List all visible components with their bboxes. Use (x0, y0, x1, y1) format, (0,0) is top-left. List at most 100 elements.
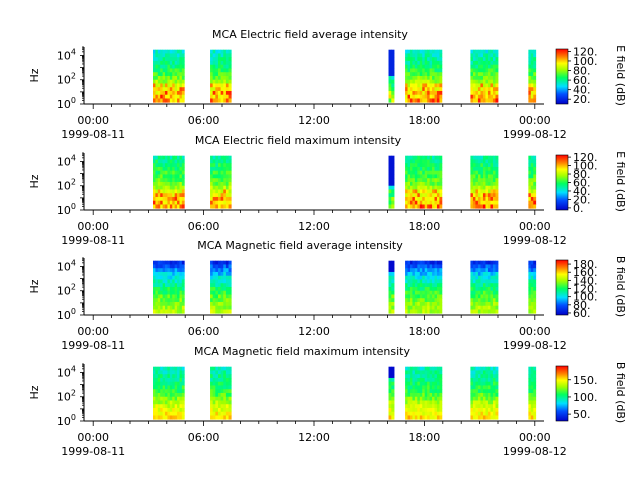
colorbar-tick-label: 120. (573, 45, 598, 58)
x-tick-label: 18:00 (409, 220, 441, 233)
colorbar-tick-label: 60. (573, 177, 591, 190)
colorbar-tick-label: 100. (573, 291, 598, 304)
spectrogram-segment (388, 260, 395, 314)
colorbar-label: B field (dB) (614, 256, 627, 317)
x-tick-label: 00:00 (519, 325, 551, 338)
colorbar-gradient (555, 365, 569, 422)
colorbar-tick-label: 0. (573, 202, 584, 215)
chart-panel-1: MCA Electric field average intensity 100 1… (28, 28, 627, 141)
chart-title: MCA Electric field average intensity (212, 28, 408, 41)
colorbar-tick-label: 20. (573, 93, 591, 106)
y-tick-label: 100 (57, 96, 76, 111)
x-tick-label: 18:00 (409, 114, 441, 127)
colorbar-tick-label: 150. (573, 374, 598, 387)
spectrogram-segment (405, 260, 443, 314)
colorbar: 20.40.60.80.100.120. E field (dB) (555, 45, 627, 106)
x-date-label: 1999-08-11 (61, 234, 125, 247)
colorbar-tick-label: 120. (573, 283, 598, 296)
spectrogram-segment (153, 260, 185, 314)
spectrogram-segment (528, 260, 537, 314)
y-tick-label: 102 (57, 72, 76, 87)
spectrogram-segment (388, 366, 395, 420)
spectrogram-segment (405, 155, 443, 209)
chart-panel-4: MCA Magnetic field maximum intensity 100 1… (28, 345, 627, 458)
spectrogram-segment (470, 49, 499, 103)
x-tick-label: 06:00 (188, 220, 220, 233)
spectrogram-segment (388, 155, 395, 209)
colorbar-tick-label: 160. (573, 266, 598, 279)
x-tick-label: 12:00 (298, 114, 330, 127)
colorbar-tick-label: 20. (573, 193, 591, 206)
y-tick-label: 100 (57, 413, 76, 428)
colorbar-tick-label: 40. (573, 185, 591, 198)
colorbar-tick-label: 60. (573, 307, 591, 320)
y-axis-label: Hz (28, 174, 41, 188)
y-tick-label: 102 (57, 389, 76, 404)
chart-title: MCA Electric field maximum intensity (195, 134, 402, 147)
x-tick-label: 00:00 (519, 431, 551, 444)
colorbar-tick-label: 40. (573, 84, 591, 97)
x-tick-label: 00:00 (77, 114, 109, 127)
colorbar-tick-label: 100. (573, 391, 598, 404)
spectrogram-segment (388, 49, 395, 103)
colorbar-gradient (555, 259, 569, 316)
spectrogram-segment (210, 155, 232, 209)
x-date-label: 1999-08-11 (61, 339, 125, 352)
spectrogram-segment (528, 49, 537, 103)
colorbar-label: B field (dB) (614, 362, 627, 423)
colorbar-gradient (555, 48, 569, 105)
y-tick-label: 104 (57, 258, 76, 273)
colorbar-tick-label: 80. (573, 65, 591, 78)
spectrogram-segment (405, 49, 443, 103)
chart-title: MCA Magnetic field average intensity (197, 239, 403, 252)
spectrogram-segment (153, 366, 185, 420)
colorbar-tick-label: 50. (573, 408, 591, 421)
x-date-label: 1999-08-12 (503, 445, 567, 458)
x-tick-label: 12:00 (298, 431, 330, 444)
colorbar-tick-label: 60. (573, 74, 591, 87)
x-date-label: 1999-08-12 (503, 339, 567, 352)
colorbar-tick-label: 120. (573, 151, 598, 164)
spectrogram-segment (210, 366, 232, 420)
x-tick-label: 12:00 (298, 220, 330, 233)
colorbar-tick-label: 80. (573, 168, 591, 181)
colorbar-tick-label: 100. (573, 55, 598, 68)
colorbar-tick-label: 180. (573, 258, 598, 271)
y-tick-label: 100 (57, 307, 76, 322)
x-tick-label: 00:00 (519, 114, 551, 127)
colorbar: 60.80.100.120.140.160.180. B field (dB) (555, 256, 627, 320)
colorbar-label: E field (dB) (614, 151, 627, 212)
spectrogram-segment (153, 155, 185, 209)
x-tick-label: 00:00 (77, 220, 109, 233)
x-date-label: 1999-08-12 (503, 234, 567, 247)
colorbar: 0.20.40.60.80.100.120. E field (dB) (555, 151, 627, 215)
spectrogram-segment (470, 260, 499, 314)
x-date-label: 1999-08-12 (503, 128, 567, 141)
chart-panel-2: MCA Electric field maximum intensity 100 1… (28, 134, 627, 247)
x-tick-label: 06:00 (188, 114, 220, 127)
x-tick-label: 06:00 (188, 431, 220, 444)
colorbar-gradient (555, 154, 569, 211)
spectrogram-segment (528, 366, 537, 420)
x-tick-label: 00:00 (77, 431, 109, 444)
spectrogram-segment (470, 155, 499, 209)
x-tick-label: 00:00 (519, 220, 551, 233)
y-tick-label: 104 (57, 47, 76, 62)
colorbar-label: E field (dB) (614, 45, 627, 106)
x-date-label: 1999-08-11 (61, 445, 125, 458)
colorbar-tick-label: 140. (573, 274, 598, 287)
y-tick-label: 102 (57, 283, 76, 298)
spectrogram-segment (528, 155, 537, 209)
x-tick-label: 00:00 (77, 325, 109, 338)
y-tick-label: 104 (57, 364, 76, 379)
y-tick-label: 100 (57, 202, 76, 217)
y-tick-label: 104 (57, 153, 76, 168)
colorbar-tick-label: 80. (573, 299, 591, 312)
y-axis-label: Hz (28, 385, 41, 399)
spectrogram-segment (153, 49, 185, 103)
y-axis-label: Hz (28, 279, 41, 293)
chart-title: MCA Magnetic field maximum intensity (194, 345, 410, 358)
x-tick-label: 12:00 (298, 325, 330, 338)
x-tick-label: 06:00 (188, 325, 220, 338)
